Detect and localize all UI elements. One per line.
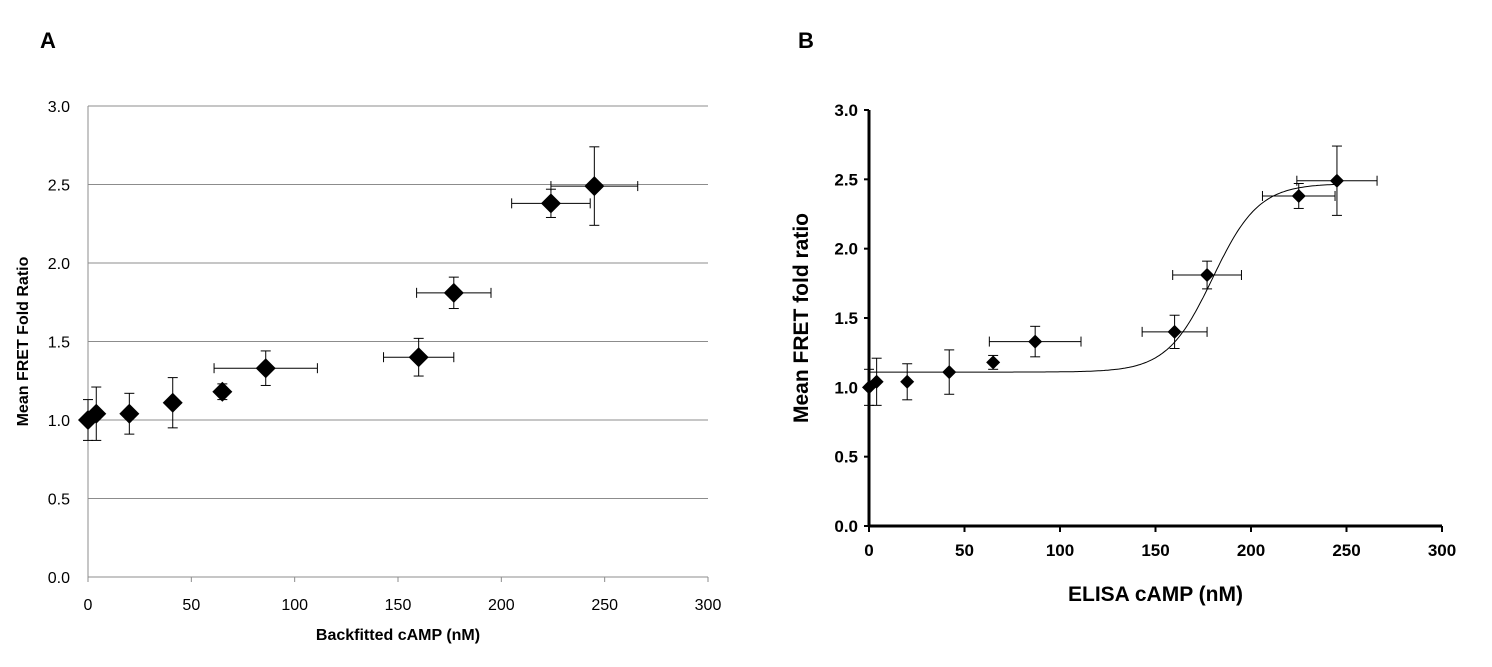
panel-a-y-tick-label: 2.0 [48, 256, 70, 273]
panel-b-data-point [869, 374, 884, 389]
chart-panel-a: 0.0 0.5 1.0 1.5 2.0 2.5 3.0 0 50 100 150 200 250 300 B… [15, 99, 721, 644]
panel-a-x-tick-label: 300 [695, 597, 722, 614]
panel-a-data-point [408, 347, 429, 368]
panel-a-x-tick-label: 200 [488, 597, 515, 614]
panel-b-y-tick-label: 2.0 [834, 240, 858, 259]
panel-b-y-tick-label: 0.5 [834, 448, 858, 467]
panel-b-x-axis-label: ELISA cAMP (nM) [1068, 583, 1243, 606]
panel-a-y-tick-label: 3.0 [48, 99, 70, 116]
panel-a-x-tick-label: 50 [182, 597, 200, 614]
panel-a-data-point [540, 193, 561, 214]
panel-b-y-tick-label: 3.0 [834, 101, 858, 120]
panel-b-data-point [1200, 268, 1215, 283]
panel-b-data-point [1028, 334, 1043, 349]
panel-b-y-tick-label: 2.5 [834, 170, 858, 189]
panel-a-data-point [119, 403, 140, 424]
panel-a-x-axis-label: Backfitted cAMP (nM) [316, 627, 480, 644]
panel-a-y-axis-label: Mean FRET Fold Ratio [15, 256, 32, 426]
panel-b-x-tick-label: 200 [1237, 541, 1265, 560]
panel-b-y-axis-label: Mean FRET fold ratio [790, 213, 813, 423]
panel-a-data-point [86, 403, 107, 424]
panel-a-x-tick-label: 0 [84, 597, 93, 614]
panel-a-y-tick-label: 1.0 [48, 413, 70, 430]
panel-b-x-tick-label: 250 [1332, 541, 1360, 560]
panel-b-y-tick-label: 1.5 [834, 309, 858, 328]
panel-b-x-tick-label: 100 [1046, 541, 1074, 560]
panel-a-y-tick-label: 0.0 [48, 570, 70, 587]
panel-a-data-point [162, 392, 183, 413]
panel-a-y-tick-label: 1.5 [48, 335, 70, 352]
panel-b-x-tick-label: 150 [1141, 541, 1169, 560]
panel-b-data-point [1329, 173, 1344, 188]
panel-b-fit-curve [869, 183, 1338, 373]
chart-panel-b: 0.0 0.5 1.0 1.5 2.0 2.5 3.0 0 50 100 150 200 250 300 E… [790, 101, 1456, 606]
panel-b-letter: B [798, 28, 814, 53]
panel-b-data-point [942, 365, 957, 380]
panel-a-data-point [443, 282, 464, 303]
panel-a-data-point [255, 358, 276, 379]
panel-b-data-point [1167, 324, 1182, 339]
panel-a-x-tick-label: 100 [281, 597, 308, 614]
panel-a-letter: A [40, 28, 56, 53]
panel-b-data-point [1291, 188, 1306, 203]
panel-b-x-tick-label: 50 [955, 541, 974, 560]
panel-b-y-tick-label: 1.0 [834, 378, 858, 397]
panel-b-x-tick-label: 300 [1428, 541, 1456, 560]
panel-b-x-tick-label: 0 [864, 541, 873, 560]
panel-b-data-point [900, 374, 915, 389]
panel-a-data-point [212, 381, 233, 402]
panel-a-x-tick-label: 150 [385, 597, 412, 614]
panel-a-y-tick-label: 2.5 [48, 178, 70, 195]
panel-a-x-tick-label: 250 [591, 597, 618, 614]
panel-a-y-tick-label: 0.5 [48, 492, 70, 509]
panel-b-data-point [986, 355, 1001, 370]
panel-b-y-tick-label: 0.0 [834, 517, 858, 536]
panel-a-data-point [584, 176, 605, 197]
